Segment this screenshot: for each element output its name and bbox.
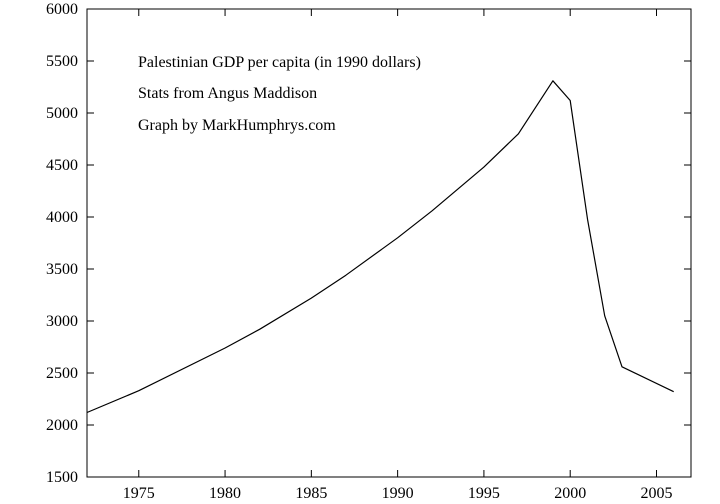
x-tick-label: 1975 [123, 485, 155, 502]
x-tick-label: 1995 [468, 485, 500, 502]
y-tick-label: 5000 [46, 105, 78, 122]
chart-annotations: Palestinian GDP per capita (in 1990 doll… [138, 54, 421, 134]
plot-area-frame [86, 8, 692, 478]
y-tick-label: 2500 [46, 365, 78, 382]
y-tick-label: 5500 [46, 53, 78, 70]
y-tick-label: 3000 [46, 313, 78, 330]
annotation-title: Palestinian GDP per capita (in 1990 doll… [138, 54, 421, 71]
y-tick-label: 2000 [46, 417, 78, 434]
x-tick-label: 1985 [295, 485, 327, 502]
y-tick-label: 6000 [46, 1, 78, 18]
x-tick-label: 2000 [554, 485, 586, 502]
y-tick-label: 3500 [46, 261, 78, 278]
annotation-source: Stats from Angus Maddison [138, 85, 317, 102]
y-tick-label: 1500 [46, 469, 78, 486]
y-axis: 1500 2000 2500 3000 3500 4000 4500 5000 5500 6000 [46, 1, 691, 486]
annotation-credit: Graph by MarkHumphrys.com [138, 117, 336, 134]
x-tick-label: 1980 [209, 485, 241, 502]
x-tick-label: 2005 [640, 485, 672, 502]
y-tick-label: 4000 [46, 209, 78, 226]
x-tick-label: 1990 [382, 485, 414, 502]
x-axis: 1975 1980 1985 1990 1995 2000 2005 [123, 9, 672, 502]
y-tick-label: 4500 [46, 157, 78, 174]
gdp-per-capita-line [86, 80, 674, 414]
